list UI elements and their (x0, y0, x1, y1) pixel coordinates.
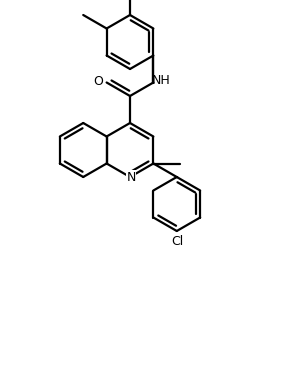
Text: Cl: Cl (172, 235, 184, 248)
Text: O: O (94, 75, 104, 88)
Text: NH: NH (152, 74, 171, 87)
Text: N: N (126, 170, 136, 183)
